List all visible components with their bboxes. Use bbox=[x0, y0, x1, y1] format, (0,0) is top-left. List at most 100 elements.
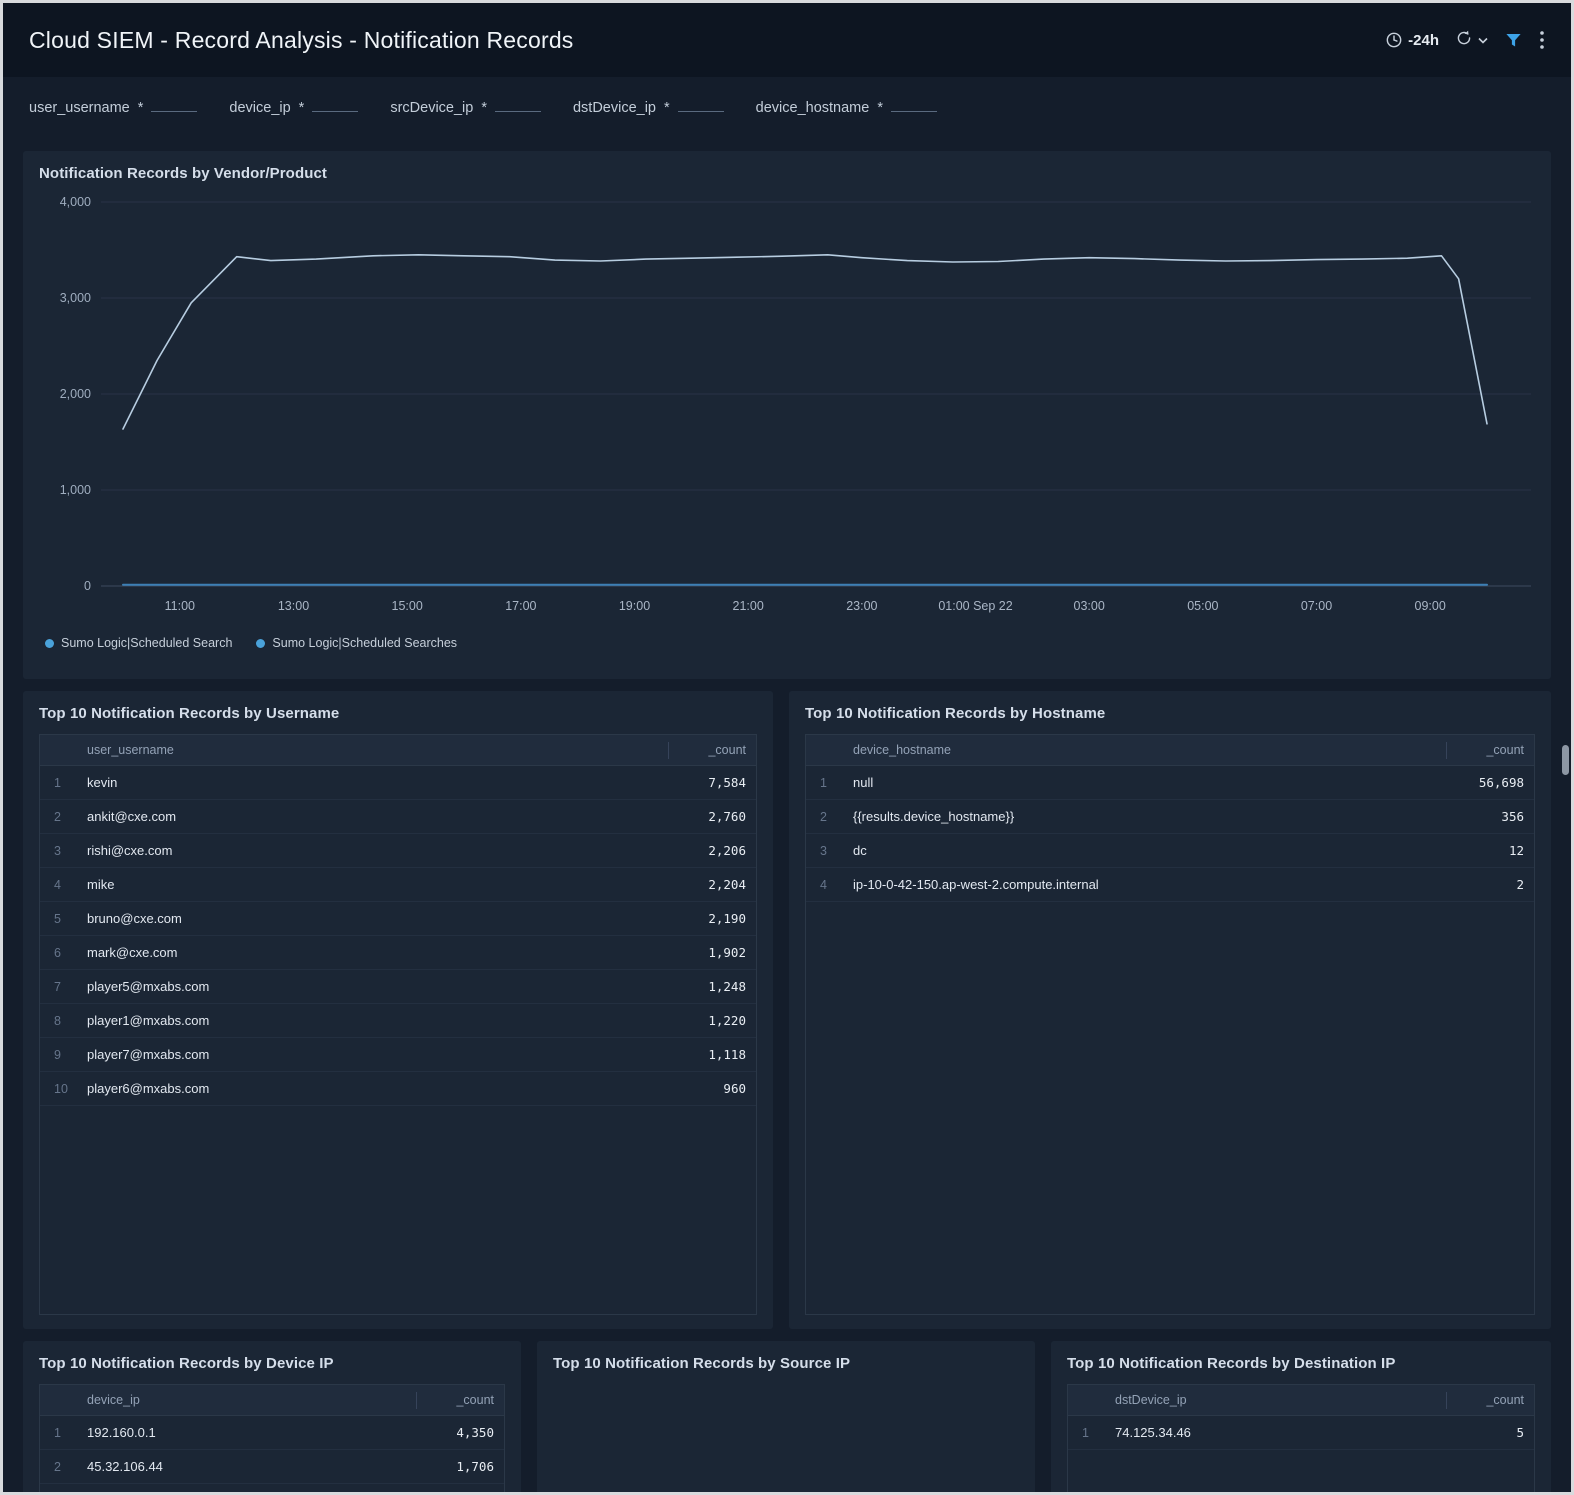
row-count: 2 bbox=[1516, 877, 1524, 892]
row-value: mark@cxe.com bbox=[87, 945, 178, 960]
svg-text:4,000: 4,000 bbox=[60, 195, 91, 209]
dashboard-header: Cloud SIEM - Record Analysis - Notificat… bbox=[3, 3, 1571, 77]
filter-input-srcDevice_ip[interactable] bbox=[494, 93, 541, 112]
filter-input-user_username[interactable] bbox=[151, 93, 198, 112]
legend-dot bbox=[256, 638, 266, 648]
refresh-control[interactable] bbox=[1455, 29, 1488, 52]
column-header[interactable]: user_username bbox=[87, 743, 174, 757]
filter-device-ip: device_ip * bbox=[229, 93, 359, 116]
kebab-menu-icon[interactable] bbox=[1539, 30, 1545, 50]
panel-title: Top 10 Notification Records by Device IP bbox=[39, 1355, 334, 1372]
table-row[interactable]: 2 45.32.106.44 1,706 bbox=[40, 1450, 504, 1484]
row-rank: 5 bbox=[54, 911, 61, 926]
top10-device-ip-table: device_ip _count 1 192.160.0.1 4,350 2 45.32.1… bbox=[39, 1384, 505, 1492]
row-rank: 1 bbox=[54, 775, 61, 790]
count-column-header[interactable]: _count bbox=[1446, 741, 1534, 759]
filter-dstdevice-ip: dstDevice_ip * bbox=[573, 93, 724, 116]
row-value: null bbox=[853, 775, 874, 790]
row-rank: 1 bbox=[820, 775, 827, 790]
legend-dot bbox=[45, 638, 54, 648]
filter-input-device_ip[interactable] bbox=[312, 93, 359, 112]
table-row[interactable]: 4 mike 2,204 bbox=[40, 868, 756, 902]
column-header[interactable]: dstDevice_ip bbox=[1115, 1393, 1187, 1407]
row-rank: 7 bbox=[54, 979, 61, 994]
table-row[interactable]: 3 dc 12 bbox=[806, 834, 1534, 868]
row-rank: 8 bbox=[54, 1013, 61, 1028]
table-row[interactable]: 6 mark@cxe.com 1,902 bbox=[40, 936, 756, 970]
table-row[interactable]: 7 player5@mxabs.com 1,248 bbox=[40, 970, 756, 1004]
row-rank: 9 bbox=[54, 1047, 61, 1062]
row-value: player6@mxabs.com bbox=[87, 1081, 210, 1096]
count-column-header[interactable]: _count bbox=[416, 1391, 504, 1409]
filter-label: srcDevice_ip bbox=[390, 99, 474, 116]
scrollbar-thumb[interactable] bbox=[1562, 745, 1569, 775]
row-count: 5 bbox=[1516, 1425, 1524, 1440]
row-count: 56,698 bbox=[1478, 775, 1524, 790]
filter-input-dstDevice_ip[interactable] bbox=[677, 93, 724, 112]
time-range-control[interactable]: -24h bbox=[1385, 31, 1439, 49]
table-row[interactable]: 2 {{results.device_hostname}} 356 bbox=[806, 800, 1534, 834]
clock-icon bbox=[1385, 31, 1403, 49]
row-value: {{results.device_hostname}} bbox=[853, 809, 1015, 824]
row-value: 45.32.106.44 bbox=[87, 1459, 163, 1474]
row-count: 960 bbox=[723, 1081, 746, 1096]
row-rank: 2 bbox=[54, 809, 61, 824]
top10-username-table: user_username _count 1 kevin 7,584 2 ankit@cxe… bbox=[39, 734, 757, 1315]
header-actions: -24h bbox=[1385, 29, 1545, 52]
panel-title: Top 10 Notification Records by Source IP bbox=[553, 1355, 851, 1372]
svg-text:23:00: 23:00 bbox=[846, 599, 877, 613]
filter-label: device_hostname bbox=[755, 99, 870, 116]
filter-icon[interactable] bbox=[1504, 31, 1523, 49]
panel-top10-destination-ip: Top 10 Notification Records by Destinati… bbox=[1051, 1341, 1551, 1492]
table-row[interactable]: 8 player1@mxabs.com 1,220 bbox=[40, 1004, 756, 1038]
row-value: player7@mxabs.com bbox=[87, 1047, 210, 1062]
row-count: 4,350 bbox=[456, 1425, 494, 1440]
row-value: mike bbox=[87, 877, 115, 892]
filter-srcdevice-ip: srcDevice_ip * bbox=[390, 93, 541, 116]
filter-input-device_hostname[interactable] bbox=[890, 93, 937, 112]
panel-title: Notification Records by Vendor/Product bbox=[39, 165, 328, 182]
count-column-header[interactable]: _count bbox=[1446, 1391, 1534, 1409]
row-rank: 6 bbox=[54, 945, 61, 960]
row-count: 1,706 bbox=[456, 1459, 494, 1474]
svg-text:19:00: 19:00 bbox=[619, 599, 650, 613]
row-value: 192.160.0.1 bbox=[87, 1425, 156, 1440]
panel-title: Top 10 Notification Records by Username bbox=[39, 705, 340, 722]
row-rank: 3 bbox=[54, 843, 61, 858]
panel-title: Top 10 Notification Records by Hostname bbox=[805, 705, 1106, 722]
table-row[interactable]: 1 null 56,698 bbox=[806, 766, 1534, 800]
panel-top10-username: Top 10 Notification Records by Username … bbox=[23, 691, 773, 1329]
svg-text:07:00: 07:00 bbox=[1301, 599, 1332, 613]
top10-hostname-table: device_hostname _count 1 null 56,698 2 {{resul… bbox=[805, 734, 1535, 1315]
top10-source-ip-table bbox=[553, 1384, 1019, 1492]
table-header-row: device_hostname _count bbox=[806, 735, 1534, 766]
svg-text:15:00: 15:00 bbox=[392, 599, 423, 613]
table-row[interactable]: 1 192.160.0.1 4,350 bbox=[40, 1416, 504, 1450]
table-row[interactable]: 3 rishi@cxe.com 2,206 bbox=[40, 834, 756, 868]
filter-label: dstDevice_ip bbox=[572, 99, 656, 116]
vendor-product-line-chart[interactable]: 0 1,000 2,000 3,000 4,000 11:00 13:00 15:00 17:0… bbox=[39, 184, 1535, 634]
table-header-row: user_username _count bbox=[40, 735, 756, 766]
row-count: 1,118 bbox=[708, 1047, 746, 1062]
table-row[interactable]: 5 bruno@cxe.com 2,190 bbox=[40, 902, 756, 936]
row-count: 7,584 bbox=[708, 775, 746, 790]
filter-user-username: user_username * bbox=[29, 93, 198, 116]
required-asterisk: * bbox=[877, 99, 883, 116]
legend-item[interactable]: Sumo Logic|Scheduled Searches bbox=[256, 636, 457, 650]
legend-item[interactable]: Sumo Logic|Scheduled Search bbox=[45, 636, 232, 650]
svg-text:2,000: 2,000 bbox=[60, 387, 91, 401]
chevron-down-icon bbox=[1478, 31, 1488, 49]
time-range-label: -24h bbox=[1408, 31, 1439, 49]
panel-top10-hostname: Top 10 Notification Records by Hostname … bbox=[789, 691, 1551, 1329]
svg-text:1,000: 1,000 bbox=[60, 483, 91, 497]
count-column-header[interactable]: _count bbox=[668, 741, 756, 759]
table-row[interactable]: 2 ankit@cxe.com 2,760 bbox=[40, 800, 756, 834]
column-header[interactable]: device_hostname bbox=[853, 743, 951, 757]
table-row[interactable]: 1 74.125.34.46 5 bbox=[1068, 1416, 1534, 1450]
table-row[interactable]: 4 ip-10-0-42-150.ap-west-2.compute.intern… bbox=[806, 868, 1534, 902]
table-row[interactable]: 10 player6@mxabs.com 960 bbox=[40, 1072, 756, 1106]
table-row[interactable]: 9 player7@mxabs.com 1,118 bbox=[40, 1038, 756, 1072]
column-header[interactable]: device_ip bbox=[87, 1393, 140, 1407]
table-row[interactable]: 1 kevin 7,584 bbox=[40, 766, 756, 800]
